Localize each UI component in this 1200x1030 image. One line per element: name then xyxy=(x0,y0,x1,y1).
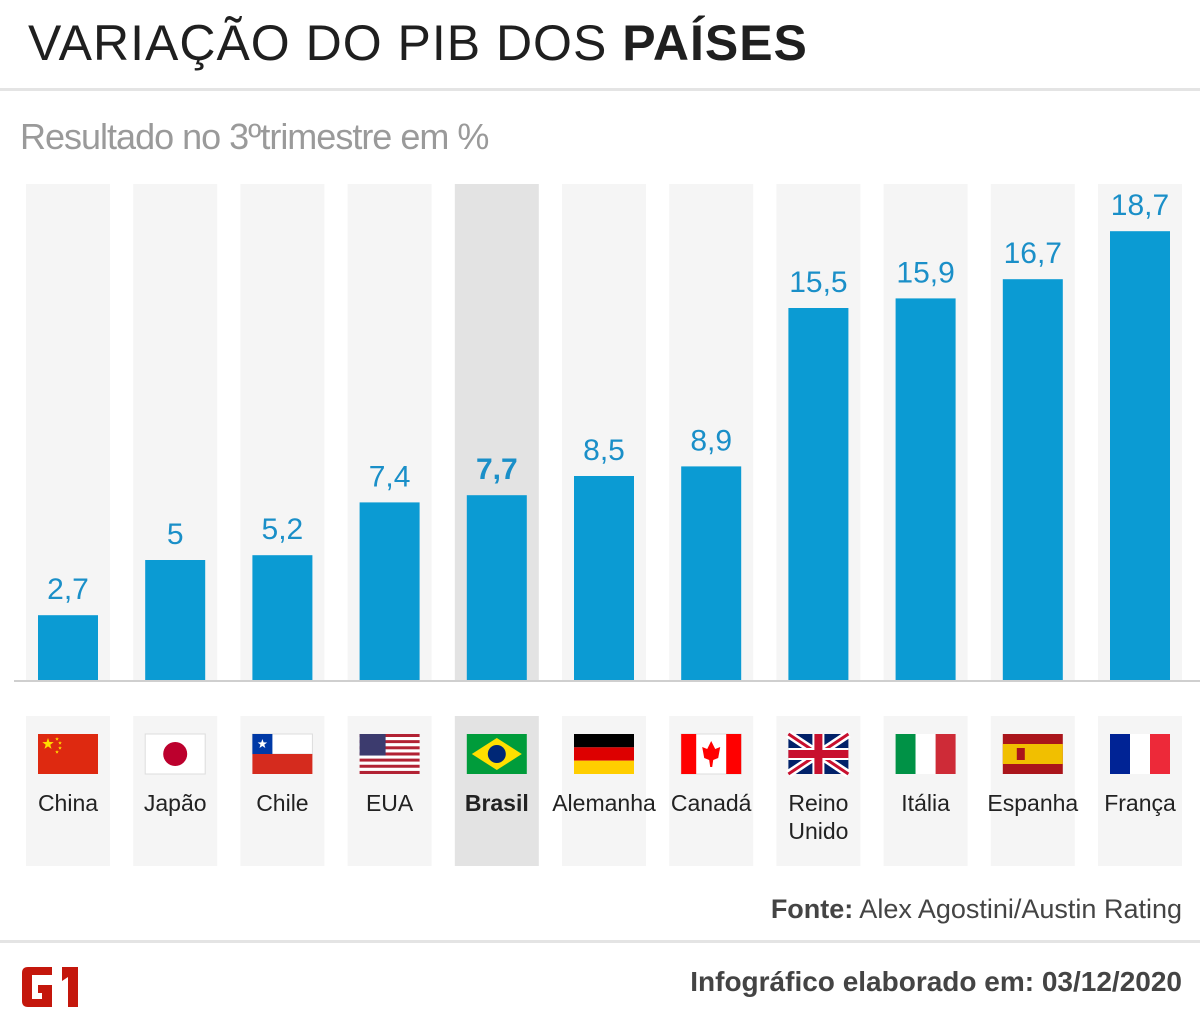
source-label: Fonte: xyxy=(770,894,854,924)
japan-flag-icon xyxy=(144,733,206,775)
source-line: Fonte: Alex Agostini/Austin Rating xyxy=(771,894,1182,925)
bar-brasil xyxy=(466,495,527,680)
value-label-alemanha: 8,5 xyxy=(583,434,625,467)
category-label-italia: Itália xyxy=(901,790,950,816)
chart-title: VARIAÇÃO DO PIB DOS PAÍSES xyxy=(28,14,808,72)
bar-japao xyxy=(145,560,206,680)
category-label-reino-unido-2: Unido xyxy=(788,818,848,844)
bar-alemanha xyxy=(574,476,634,680)
category-label-franca: França xyxy=(1104,790,1176,816)
usa-flag-icon xyxy=(359,734,420,774)
category-label-china: China xyxy=(38,790,98,816)
brazil-flag-icon xyxy=(466,734,527,774)
bar-eua xyxy=(359,502,420,680)
uk-flag-icon xyxy=(786,730,851,778)
bar-china xyxy=(38,615,98,680)
category-label-eua: EUA xyxy=(366,790,414,816)
spain-flag-icon xyxy=(1002,734,1063,774)
value-label-italia: 15,9 xyxy=(896,256,954,289)
value-label-franca: 18,7 xyxy=(1111,189,1169,222)
bar-canada xyxy=(681,466,742,680)
category-label-brasil: Brasil xyxy=(465,790,529,816)
category-label-chile: Chile xyxy=(256,790,308,816)
value-label-reino-unido: 15,5 xyxy=(789,266,847,299)
bar-italia xyxy=(895,298,956,680)
italy-flag-icon xyxy=(895,734,956,774)
bar-reino-unido xyxy=(788,308,849,680)
source-text: Alex Agostini/Austin Rating xyxy=(853,894,1182,924)
category-label-reino-unido-1: Reino xyxy=(788,790,848,816)
g1-logo xyxy=(22,967,78,1007)
bar-franca xyxy=(1110,231,1170,680)
canada-flag-icon xyxy=(680,733,742,775)
category-label-espanha: Espanha xyxy=(987,790,1078,816)
value-label-chile: 5,2 xyxy=(262,513,304,546)
germany-flag-icon xyxy=(574,734,634,774)
chart-subtitle: Resultado no 3ºtrimestre em % xyxy=(20,116,489,157)
axis-gap xyxy=(0,682,1200,716)
value-label-brasil: 7,7 xyxy=(476,453,518,486)
value-label-canada: 8,9 xyxy=(690,424,732,457)
title-regular: VARIAÇÃO DO PIB DOS xyxy=(28,15,623,71)
category-label-alemanha: Alemanha xyxy=(552,790,656,816)
footer-note: Infográfico elaborado em: 03/12/2020 xyxy=(690,966,1182,997)
value-label-japao: 5 xyxy=(167,518,184,551)
value-label-eua: 7,4 xyxy=(369,460,411,493)
bar-chile xyxy=(252,555,313,680)
title-divider xyxy=(0,88,1200,91)
value-label-china: 2,7 xyxy=(47,573,89,606)
value-label-espanha: 16,7 xyxy=(1004,237,1062,270)
x-axis-line xyxy=(14,680,1200,682)
category-label-japao: Japão xyxy=(144,790,207,816)
footer-divider xyxy=(0,940,1200,943)
title-bold: PAÍSES xyxy=(622,15,808,71)
china-flag-icon xyxy=(38,734,98,774)
france-flag-icon xyxy=(1110,734,1170,774)
bar-espanha xyxy=(1002,279,1063,680)
category-label-canada: Canadá xyxy=(671,790,752,816)
bar-chart: 2,7 China 5 Japão 5,2 Chile 7,4 EUA 7,7 Brasil 8,5… xyxy=(0,184,1200,866)
chile-flag-icon xyxy=(251,733,313,774)
